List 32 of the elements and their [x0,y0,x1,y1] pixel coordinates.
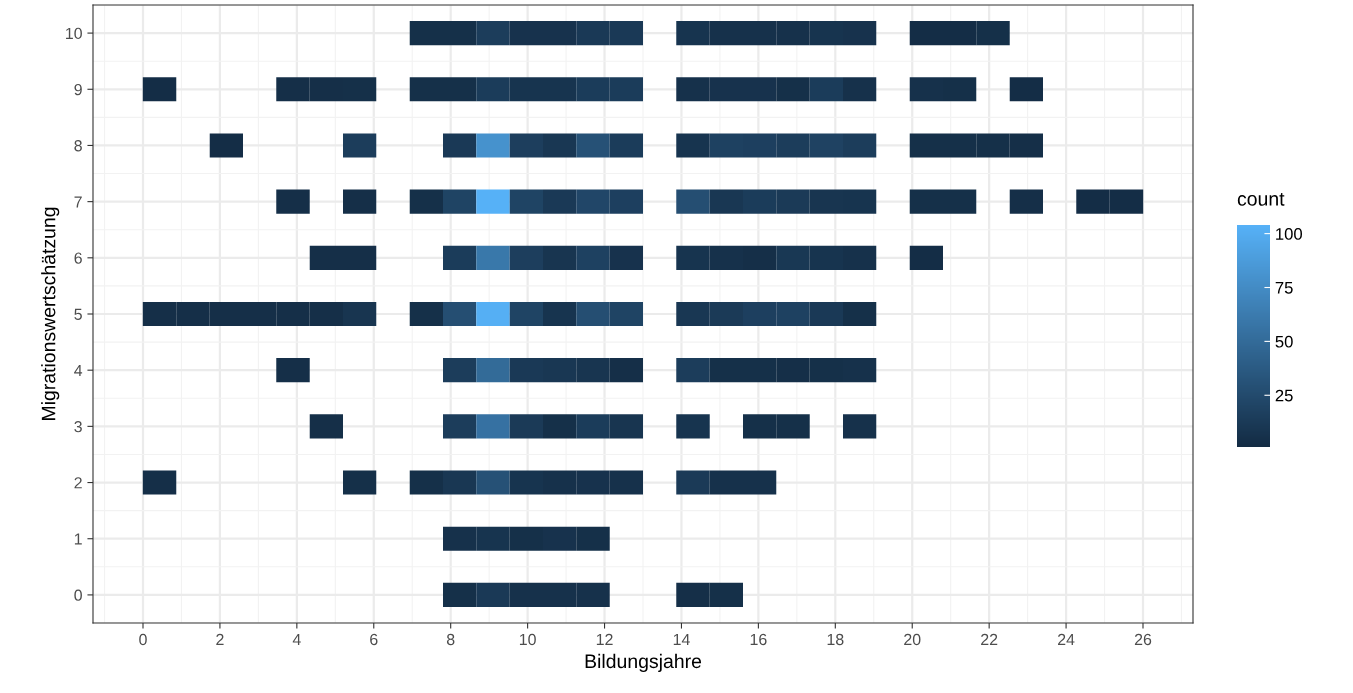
x-tick-label: 16 [750,633,767,646]
x-tick-label: 14 [673,634,690,645]
x-tick-label: 26 [1134,633,1152,646]
y-tick-label: 7 [74,196,82,208]
color-bar-title: count [1237,192,1285,206]
y-tick-label: 2 [74,477,82,489]
y-tick-label: 1 [74,533,82,545]
x-tick-label: 0 [139,633,147,646]
color-bar-label: 100 [1276,228,1303,240]
y-tick-label: 3 [74,421,82,433]
x-tick-label: 20 [904,633,921,646]
y-tick-label: 9 [74,83,82,96]
color-bar-label: 25 [1275,389,1293,402]
y-tick-label: 6 [74,252,82,264]
x-tick-label: 8 [446,633,455,646]
y-axis-title: Migrationswertschätzung [41,207,60,420]
x-tick-label: 10 [519,633,536,646]
y-tick-label: 0 [74,589,82,601]
x-tick-label: 6 [370,633,378,646]
x-tick-label: 22 [981,633,998,645]
x-tick-label: 2 [216,633,224,645]
y-tick-label: 5 [74,308,82,320]
y-tick-label: 10 [66,27,82,40]
x-tick-label: 12 [596,633,613,645]
color-bar-label: 75 [1275,282,1293,294]
y-tick-label: 4 [74,364,83,376]
x-tick-label: 18 [827,633,844,646]
x-tick-label: 4 [292,634,301,645]
x-axis-title: Bildungsjahre [585,653,702,672]
color-bar-label: 50 [1275,335,1293,348]
y-tick-label: 8 [74,140,82,152]
x-tick-label: 24 [1058,633,1075,645]
